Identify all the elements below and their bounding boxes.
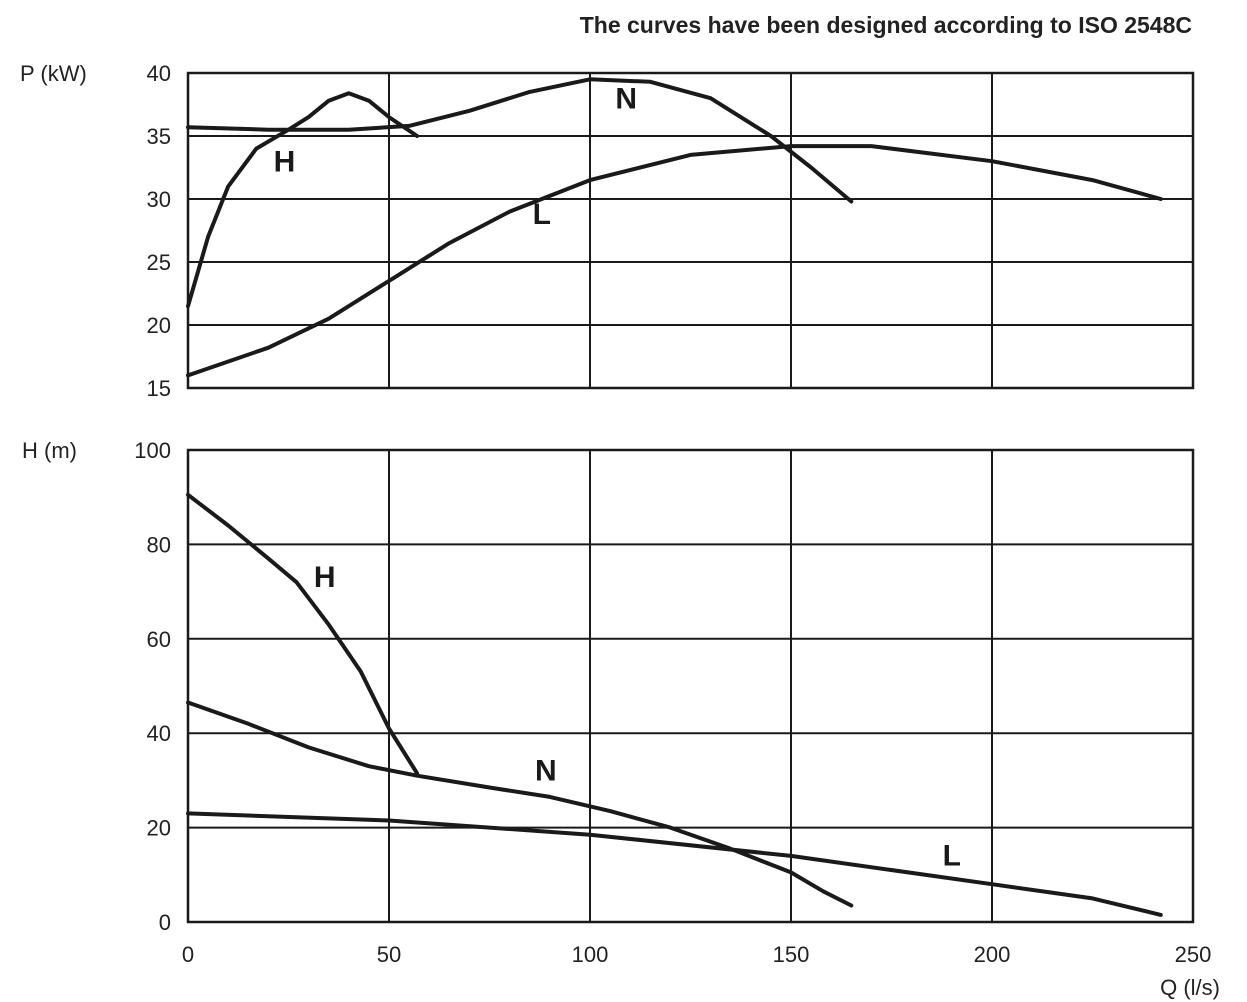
power-curve-label-l: L [533, 198, 551, 231]
power-curve-l [186, 144, 1163, 378]
x-tick-label: 200 [974, 942, 1011, 967]
power-curve-label-h: H [274, 145, 296, 178]
chart-title: The curves have been designed according … [579, 12, 1192, 38]
power-ytick-label: 40 [147, 61, 171, 86]
power-ytick-label: 35 [147, 124, 171, 149]
head-ytick-label: 100 [134, 438, 171, 463]
power-curve-h [186, 91, 420, 309]
head-curve-label-n: N [535, 754, 557, 787]
x-axis-label: Q (l/s) [1160, 975, 1220, 1000]
head-ytick-label: 80 [147, 532, 171, 557]
head-ytick-label: 40 [147, 721, 171, 746]
head-curve-label-l: L [943, 839, 961, 872]
x-tick-label: 0 [182, 942, 194, 967]
head-ytick-label: 0 [159, 910, 171, 935]
power-curve-label-n: N [615, 82, 637, 115]
x-axis: 0 50 100 150 200 250 Q (l/s) [182, 942, 1220, 1000]
power-frame [186, 71, 1195, 390]
power-ytick-label: 30 [147, 187, 171, 212]
power-curve-n [186, 77, 854, 204]
power-ytick-label: 15 [147, 376, 171, 401]
head-y-axis-label: H (m) [22, 438, 77, 463]
x-tick-label: 100 [572, 942, 609, 967]
head-curve-label-h: H [314, 561, 336, 594]
x-tick-label: 150 [773, 942, 810, 967]
head-ytick-label: 20 [147, 816, 171, 841]
head-frame [186, 448, 1195, 924]
power-y-axis-label: P (kW) [20, 61, 87, 86]
x-tick-label: 250 [1175, 942, 1212, 967]
head-curve-h [186, 492, 420, 776]
power-ytick-label: 20 [147, 313, 171, 338]
head-curve-n [186, 700, 854, 908]
head-curve-l [186, 811, 1163, 917]
power-panel: 15 20 25 30 35 40 P (kW) H N L [20, 61, 1195, 401]
power-ytick-label: 25 [147, 250, 171, 275]
head-panel: 0 20 40 60 80 100 H (m) H N L [22, 438, 1195, 935]
head-ytick-label: 60 [147, 627, 171, 652]
x-tick-label: 50 [377, 942, 401, 967]
